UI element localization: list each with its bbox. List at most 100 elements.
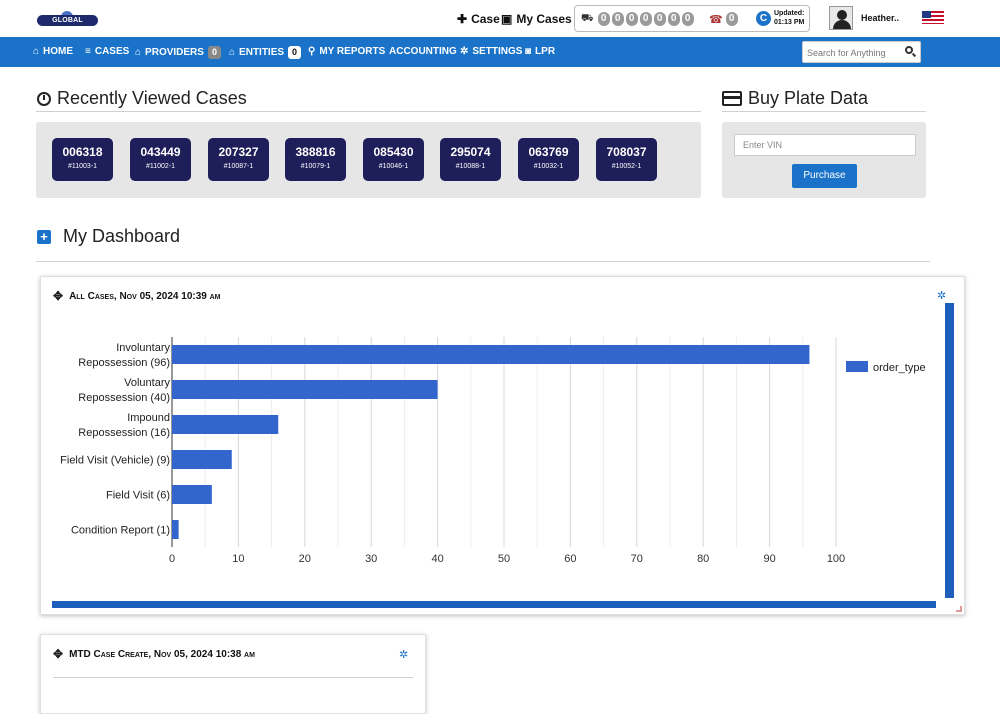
category-label: Impound: [127, 412, 170, 424]
category-label: Voluntary: [124, 377, 170, 389]
recent-case-chip[interactable]: 708037 #10052-1: [596, 138, 657, 181]
buy-plate-heading: Buy Plate Data: [722, 88, 868, 109]
recent-cases-title: Recently Viewed Cases: [57, 88, 247, 108]
case-number: 388816: [295, 145, 336, 159]
recent-cases-heading: Recently Viewed Cases: [37, 88, 247, 109]
legend-swatch: [846, 361, 868, 372]
vin-input[interactable]: [734, 134, 916, 156]
dashboard-heading: + My Dashboard: [37, 226, 180, 247]
counter-digit: 0: [639, 12, 652, 26]
nav-entities-label: ENTITIES: [239, 47, 285, 58]
truck-counter[interactable]: ⛟ 0 0 0 0 0 0 0: [581, 12, 694, 26]
case-ref: #10088-1: [455, 163, 486, 170]
divider: [36, 261, 930, 262]
avatar[interactable]: [829, 6, 853, 30]
move-icon[interactable]: ✥: [53, 647, 64, 661]
nav-providers[interactable]: ⌂ PROVIDERS 0: [135, 46, 221, 59]
search-icon[interactable]: [905, 46, 917, 58]
tick-label: 0: [169, 553, 175, 565]
gear-icon[interactable]: ✲: [937, 290, 947, 302]
add-widget-icon[interactable]: +: [37, 229, 51, 244]
move-icon[interactable]: ✥: [53, 289, 64, 303]
divider: [36, 111, 701, 112]
case-ref: #11003-1: [67, 163, 98, 170]
purchase-button[interactable]: Purchase: [792, 164, 857, 188]
my-cases-link[interactable]: ▣ My Cases: [501, 12, 572, 26]
updated-label: Updated:: [774, 10, 805, 17]
logo-globe-icon: [61, 11, 73, 17]
vertical-scrollbar[interactable]: [945, 303, 954, 598]
tick-label: 80: [697, 553, 709, 565]
nav-settings[interactable]: ✲ SETTINGS: [460, 46, 522, 57]
top-header: GLOBAL LENDING ✚ Case ▣ My Cases ⛟ 0 0 0…: [0, 0, 1000, 37]
clock-icon: [37, 91, 51, 106]
nav-cases[interactable]: ≡ CASES: [85, 46, 129, 57]
case-number: 708037: [606, 145, 647, 159]
recent-case-chip[interactable]: 063769 #10032-1: [518, 138, 579, 181]
divider: [722, 111, 926, 112]
recent-case-chip[interactable]: 207327 #10087-1: [208, 138, 269, 181]
counter-digit: 0: [611, 12, 624, 26]
username[interactable]: Heather..: [861, 13, 900, 23]
nav-entities[interactable]: ⌂ ENTITIES 0: [229, 46, 302, 59]
nav-lpr-label: LPR: [535, 46, 556, 57]
counter-digit: 0: [653, 12, 666, 26]
mtd-case-create-widget: ✥ MTD Case Create, Nov 05, 2024 10:38 am…: [40, 634, 426, 714]
all-cases-widget: ✥ All Cases, Nov 05, 2024 10:39 am ✲ 0 10…: [40, 276, 965, 615]
bank-icon: ⌂: [135, 47, 142, 58]
plus-icon: ✚: [457, 12, 468, 26]
nav-lpr[interactable]: ◙ LPR: [525, 46, 555, 57]
category-label: Field Visit (6): [106, 490, 170, 502]
nav-home[interactable]: ⌂ HOME: [33, 46, 73, 57]
refresh-icon[interactable]: C: [756, 11, 771, 26]
chart-bar: [172, 485, 212, 504]
nav-providers-label: PROVIDERS: [145, 47, 204, 58]
chart-bar: [172, 345, 810, 364]
company-logo[interactable]: GLOBAL LENDING: [37, 11, 98, 35]
recent-case-chip[interactable]: 006318 #11003-1: [52, 138, 113, 181]
recent-case-chip[interactable]: 295074 #10088-1: [440, 138, 501, 181]
nav-my-reports[interactable]: ⚲ MY REPORTS: [308, 46, 385, 57]
category-label: Involuntary: [116, 342, 170, 354]
chart-bar: [172, 450, 232, 469]
counter-digit: 0: [667, 12, 680, 26]
tick-label: 90: [763, 553, 775, 565]
tick-label: 50: [498, 553, 510, 565]
chart-bar: [172, 520, 179, 539]
case-ref: #10052-1: [611, 163, 642, 170]
case-number: 063769: [528, 145, 569, 159]
case-number: 295074: [450, 145, 491, 159]
new-case-label: Case: [471, 12, 500, 26]
camera-icon: ◙: [525, 46, 532, 57]
all-cases-chart: 0 10 20 30 40 50 60 70 80 90 100 Involuntary Reposse…: [60, 337, 926, 565]
logo-text: GLOBAL LENDING: [37, 15, 98, 35]
truck-icon: ⛟: [581, 12, 594, 24]
tick-label: 10: [232, 553, 244, 565]
nav-accounting[interactable]: ACCOUNTING: [389, 46, 457, 57]
tick-label: 30: [365, 553, 377, 565]
gear-icon[interactable]: ✲: [399, 649, 409, 661]
horizontal-scrollbar[interactable]: [52, 601, 936, 608]
tick-label: 60: [564, 553, 576, 565]
tick-label: 70: [631, 553, 643, 565]
nav-home-label: HOME: [43, 46, 74, 57]
recent-case-chip[interactable]: 388816 #10079-1: [285, 138, 346, 181]
counter-digit: 0: [681, 12, 694, 26]
new-case-link[interactable]: ✚ Case: [457, 12, 500, 26]
case-ref: #10087-1: [223, 163, 254, 170]
search-input[interactable]: [807, 46, 899, 59]
resize-handle[interactable]: [956, 606, 962, 612]
legend-label: order_type: [873, 362, 926, 374]
credit-card-icon: [722, 91, 742, 106]
list-icon: ≡: [85, 46, 91, 57]
case-ref: #10032-1: [533, 163, 564, 170]
recent-case-chip[interactable]: 085430 #10046-1: [363, 138, 424, 181]
us-flag-icon[interactable]: [922, 11, 944, 24]
phone-counter[interactable]: ☎ 0: [709, 12, 738, 26]
global-search: [802, 41, 921, 63]
case-number: 006318: [62, 145, 103, 159]
recent-case-chip[interactable]: 043449 #11002-1: [130, 138, 191, 181]
home-icon: ⌂: [33, 46, 40, 57]
chart-bar: [172, 415, 279, 434]
gear-icon: ✲: [460, 46, 469, 57]
